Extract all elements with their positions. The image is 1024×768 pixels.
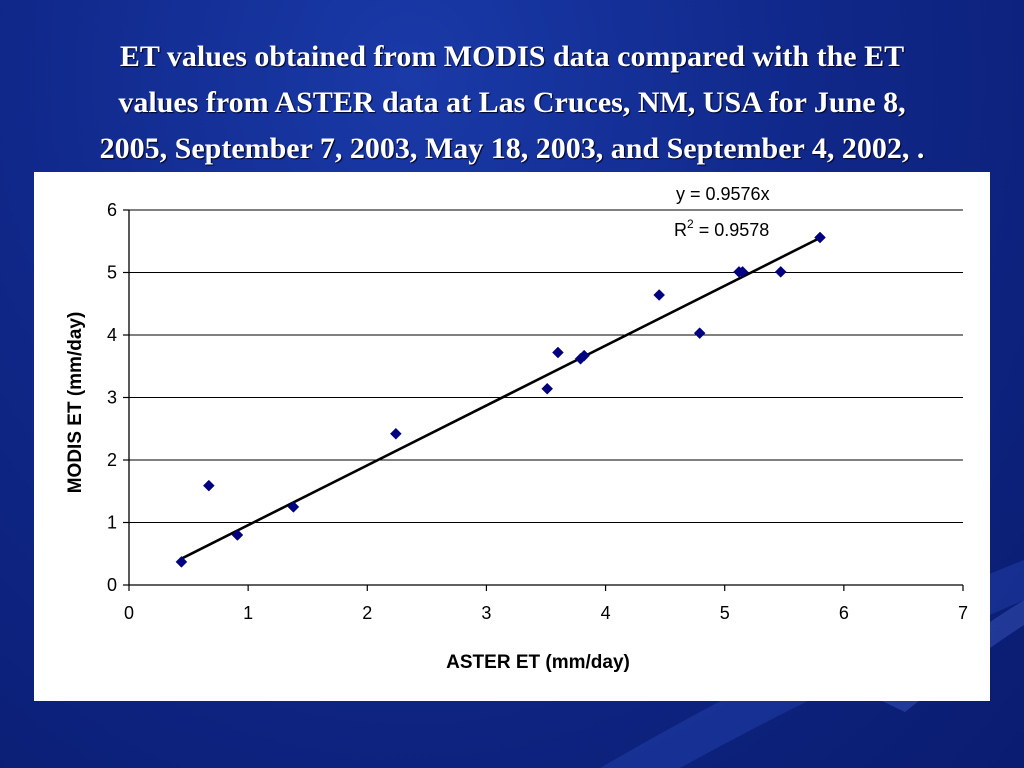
y-tick-labels: 0 1 2 3 4 5 6 <box>107 200 117 595</box>
data-point <box>774 266 787 278</box>
data-point <box>175 556 188 568</box>
data-point <box>287 501 300 513</box>
y-tick-label: 5 <box>107 263 117 283</box>
title-line-3: 2005, September 7, 2003, May 18, 2003, a… <box>99 132 925 165</box>
y-tick-label: 2 <box>107 450 117 470</box>
y-axis-title: MODIS ET (mm/day) <box>65 312 86 494</box>
data-point <box>736 266 749 278</box>
data-point <box>202 479 215 492</box>
y-tick-label: 3 <box>107 388 117 408</box>
x-tick-label: 5 <box>720 603 730 623</box>
r-squared-label: R2 = 0.9578 <box>674 217 769 240</box>
x-tick-label: 2 <box>362 603 372 623</box>
y-tick-label: 6 <box>107 200 117 220</box>
x-tick-label: 3 <box>481 603 491 623</box>
x-tick-label: 4 <box>601 603 611 623</box>
data-point <box>578 349 590 362</box>
x-tick-label: 0 <box>124 603 134 623</box>
title-line-2: values from ASTER data at Las Cruces, NM… <box>118 86 906 119</box>
y-tick-label: 1 <box>107 513 117 533</box>
x-axis-title: ASTER ET (mm/day) <box>446 652 630 673</box>
trendline <box>180 236 821 560</box>
y-tick-label: 4 <box>107 325 117 345</box>
gridlines <box>123 209 964 591</box>
x-tick-label: 1 <box>243 603 253 623</box>
title-line-1: ET values obtained from MODIS data compa… <box>119 40 905 73</box>
slide-title: ET values obtained from MODIS data compa… <box>20 34 1004 172</box>
data-point <box>552 346 564 359</box>
x-tick-label: 7 <box>958 603 968 623</box>
x-tick-label: 6 <box>839 603 849 623</box>
r-squared-superscript: 2 <box>687 217 694 231</box>
data-point <box>814 231 826 244</box>
data-point <box>390 427 402 440</box>
data-point <box>693 327 706 339</box>
data-point <box>231 529 244 541</box>
axes <box>128 210 963 586</box>
x-tick-labels: 0 1 2 3 4 5 6 7 <box>124 603 968 623</box>
r-squared-value: = 0.9578 <box>694 220 770 240</box>
trendline-equation: y = 0.9576x <box>676 184 770 204</box>
data-point <box>653 289 666 301</box>
data-point <box>541 382 554 395</box>
r-squared-symbol: R <box>674 220 687 240</box>
y-tick-label: 0 <box>107 575 117 595</box>
data-points <box>175 231 826 568</box>
